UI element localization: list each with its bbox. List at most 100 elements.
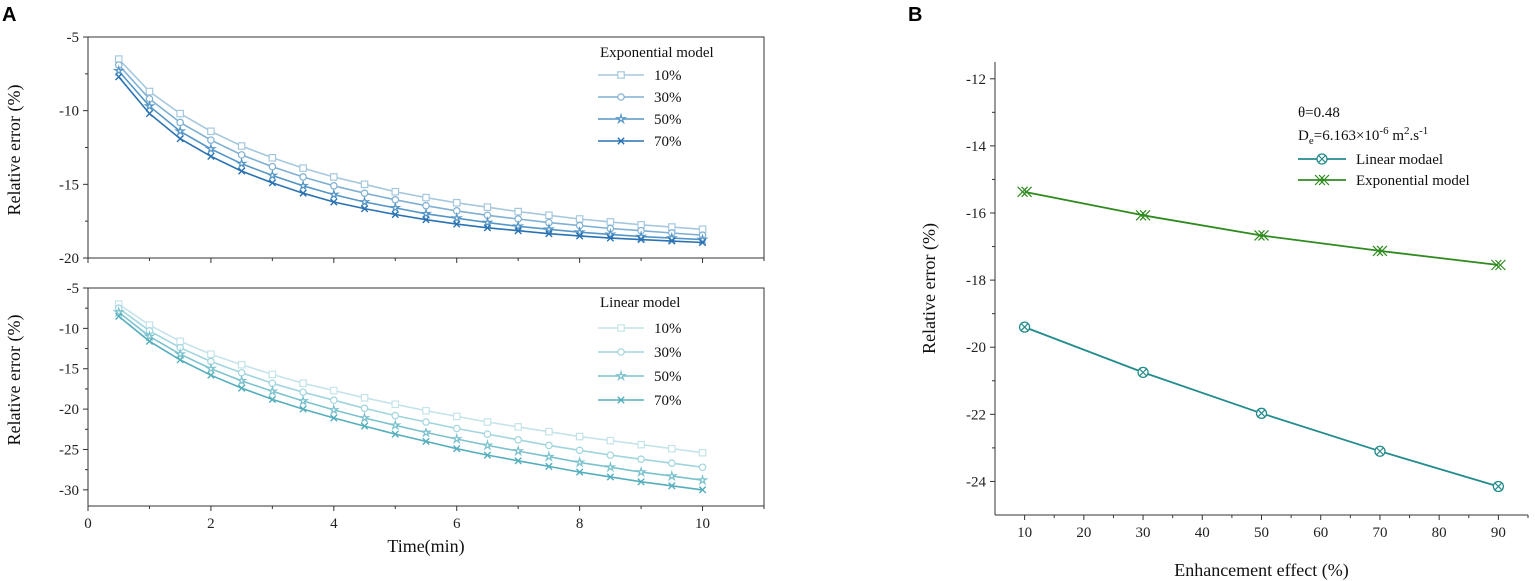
data-point xyxy=(207,127,215,136)
y-tick-label: -25 xyxy=(59,442,79,458)
marker-star xyxy=(604,460,617,473)
series-10- xyxy=(114,300,707,457)
x-tick-label: 0 xyxy=(84,516,92,532)
data-point xyxy=(573,225,586,238)
data-point xyxy=(514,457,522,465)
data-point xyxy=(419,207,433,220)
marker-x xyxy=(268,179,277,187)
data-point xyxy=(204,142,218,155)
marker-circle xyxy=(330,396,338,405)
data-point xyxy=(176,337,184,346)
data-point xyxy=(235,374,248,387)
marker-x xyxy=(176,134,184,143)
marker-circle xyxy=(617,348,625,356)
series-50- xyxy=(112,305,709,486)
marker-circle xyxy=(575,446,584,455)
marker-square xyxy=(698,448,707,457)
data-point xyxy=(1018,321,1031,333)
data-point xyxy=(1374,445,1386,457)
data-point xyxy=(419,428,433,438)
data-point xyxy=(452,198,461,207)
legend-item: 70% xyxy=(598,134,682,150)
data-point xyxy=(391,411,400,420)
data-point xyxy=(360,189,369,197)
marker-star xyxy=(450,211,463,224)
data-point xyxy=(452,424,461,433)
y-tick-label: -10 xyxy=(59,104,79,120)
y-axis-label: Relative error (%) xyxy=(4,85,25,216)
marker-circle xyxy=(452,424,461,433)
data-point xyxy=(698,238,707,247)
marker-star xyxy=(327,403,340,416)
data-point xyxy=(360,404,369,413)
data-point xyxy=(422,193,430,202)
series-30- xyxy=(114,61,707,239)
marker-circle xyxy=(637,455,645,463)
series-70- xyxy=(115,73,707,247)
plot-frame xyxy=(87,287,765,507)
data-point xyxy=(268,370,277,379)
data-point xyxy=(360,394,369,402)
marker-square xyxy=(452,412,461,421)
marker-star xyxy=(573,455,586,468)
data-point xyxy=(481,216,494,228)
data-point xyxy=(297,179,310,192)
marker-circle xyxy=(545,441,553,450)
data-point xyxy=(268,179,277,187)
data-point xyxy=(575,446,584,455)
data-point xyxy=(237,360,246,369)
legend-item: 50% xyxy=(598,112,682,128)
data-point xyxy=(330,396,338,405)
data-point xyxy=(389,418,402,431)
marker-x xyxy=(330,198,338,206)
y-tick-label: -20 xyxy=(59,251,79,267)
marker-star xyxy=(235,374,248,387)
marker-star xyxy=(204,362,218,374)
data-point xyxy=(268,154,277,162)
data-point xyxy=(637,455,645,463)
marker-square xyxy=(483,418,492,426)
data-point xyxy=(665,469,678,482)
data-point xyxy=(391,430,399,438)
data-point xyxy=(514,227,522,235)
data-point xyxy=(360,204,369,213)
data-point xyxy=(637,440,645,449)
data-point xyxy=(545,441,553,450)
data-point xyxy=(604,460,617,473)
legend-label: 70% xyxy=(654,393,682,409)
data-point xyxy=(575,232,584,240)
data-point xyxy=(176,134,184,143)
x-tick-label: 30 xyxy=(1136,525,1151,541)
x-tick-label: 20 xyxy=(1076,525,1091,541)
data-point xyxy=(514,207,522,216)
data-point xyxy=(453,444,461,453)
legend: Exponential model 10% 30% 50% 70% xyxy=(598,45,714,150)
data-point xyxy=(1017,186,1033,198)
marker-x xyxy=(330,414,338,422)
marker-circle xyxy=(617,93,625,101)
data-point xyxy=(573,455,586,468)
marker-x xyxy=(360,204,369,213)
marker-x xyxy=(145,337,154,345)
marker-square xyxy=(514,207,522,216)
marker-cross xyxy=(1257,409,1266,418)
series-line xyxy=(118,307,703,468)
marker-circle xyxy=(207,136,215,144)
y-tick-label: -5 xyxy=(67,30,80,46)
legend-item: Exponential model xyxy=(1298,173,1470,189)
marker-star xyxy=(358,411,371,424)
legend-title: Linear model xyxy=(600,295,680,311)
data-point xyxy=(481,438,494,451)
data-point xyxy=(207,152,215,161)
data-point xyxy=(514,423,522,431)
marker-square xyxy=(617,71,625,79)
data-point xyxy=(1254,230,1269,241)
marker-star xyxy=(665,231,678,244)
data-point xyxy=(606,473,615,481)
marker-circle xyxy=(299,388,307,396)
y-tick-label: -24 xyxy=(966,474,986,490)
marker-x xyxy=(575,468,584,476)
data-point xyxy=(299,164,307,172)
data-point xyxy=(299,189,307,197)
data-point xyxy=(452,412,461,421)
